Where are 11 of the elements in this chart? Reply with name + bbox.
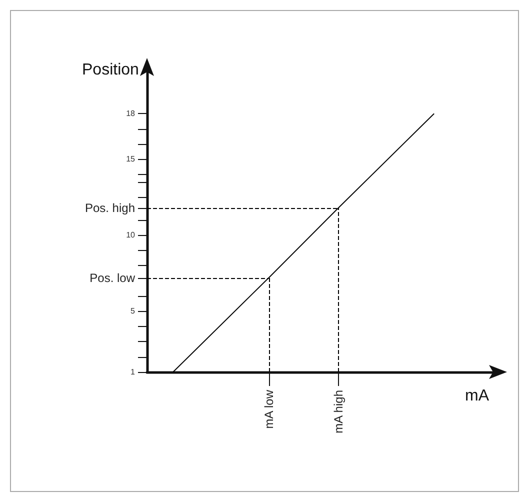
x-axis-title: mA bbox=[465, 388, 490, 404]
y-tick-label: 1 bbox=[130, 368, 136, 376]
ref-line-label: Pos. high bbox=[84, 200, 135, 215]
x-tick-label: mA high bbox=[331, 390, 346, 434]
y-tick-label: 15 bbox=[126, 154, 136, 164]
ref-line-label: Pos. low bbox=[90, 270, 136, 285]
x-tick-label: mA low bbox=[262, 390, 276, 429]
y-tick-label: 10 bbox=[126, 230, 136, 240]
y-tick-label: 18 bbox=[126, 109, 136, 118]
y-axis-title: Position bbox=[82, 62, 139, 78]
y-tick-label: 5 bbox=[130, 306, 136, 316]
